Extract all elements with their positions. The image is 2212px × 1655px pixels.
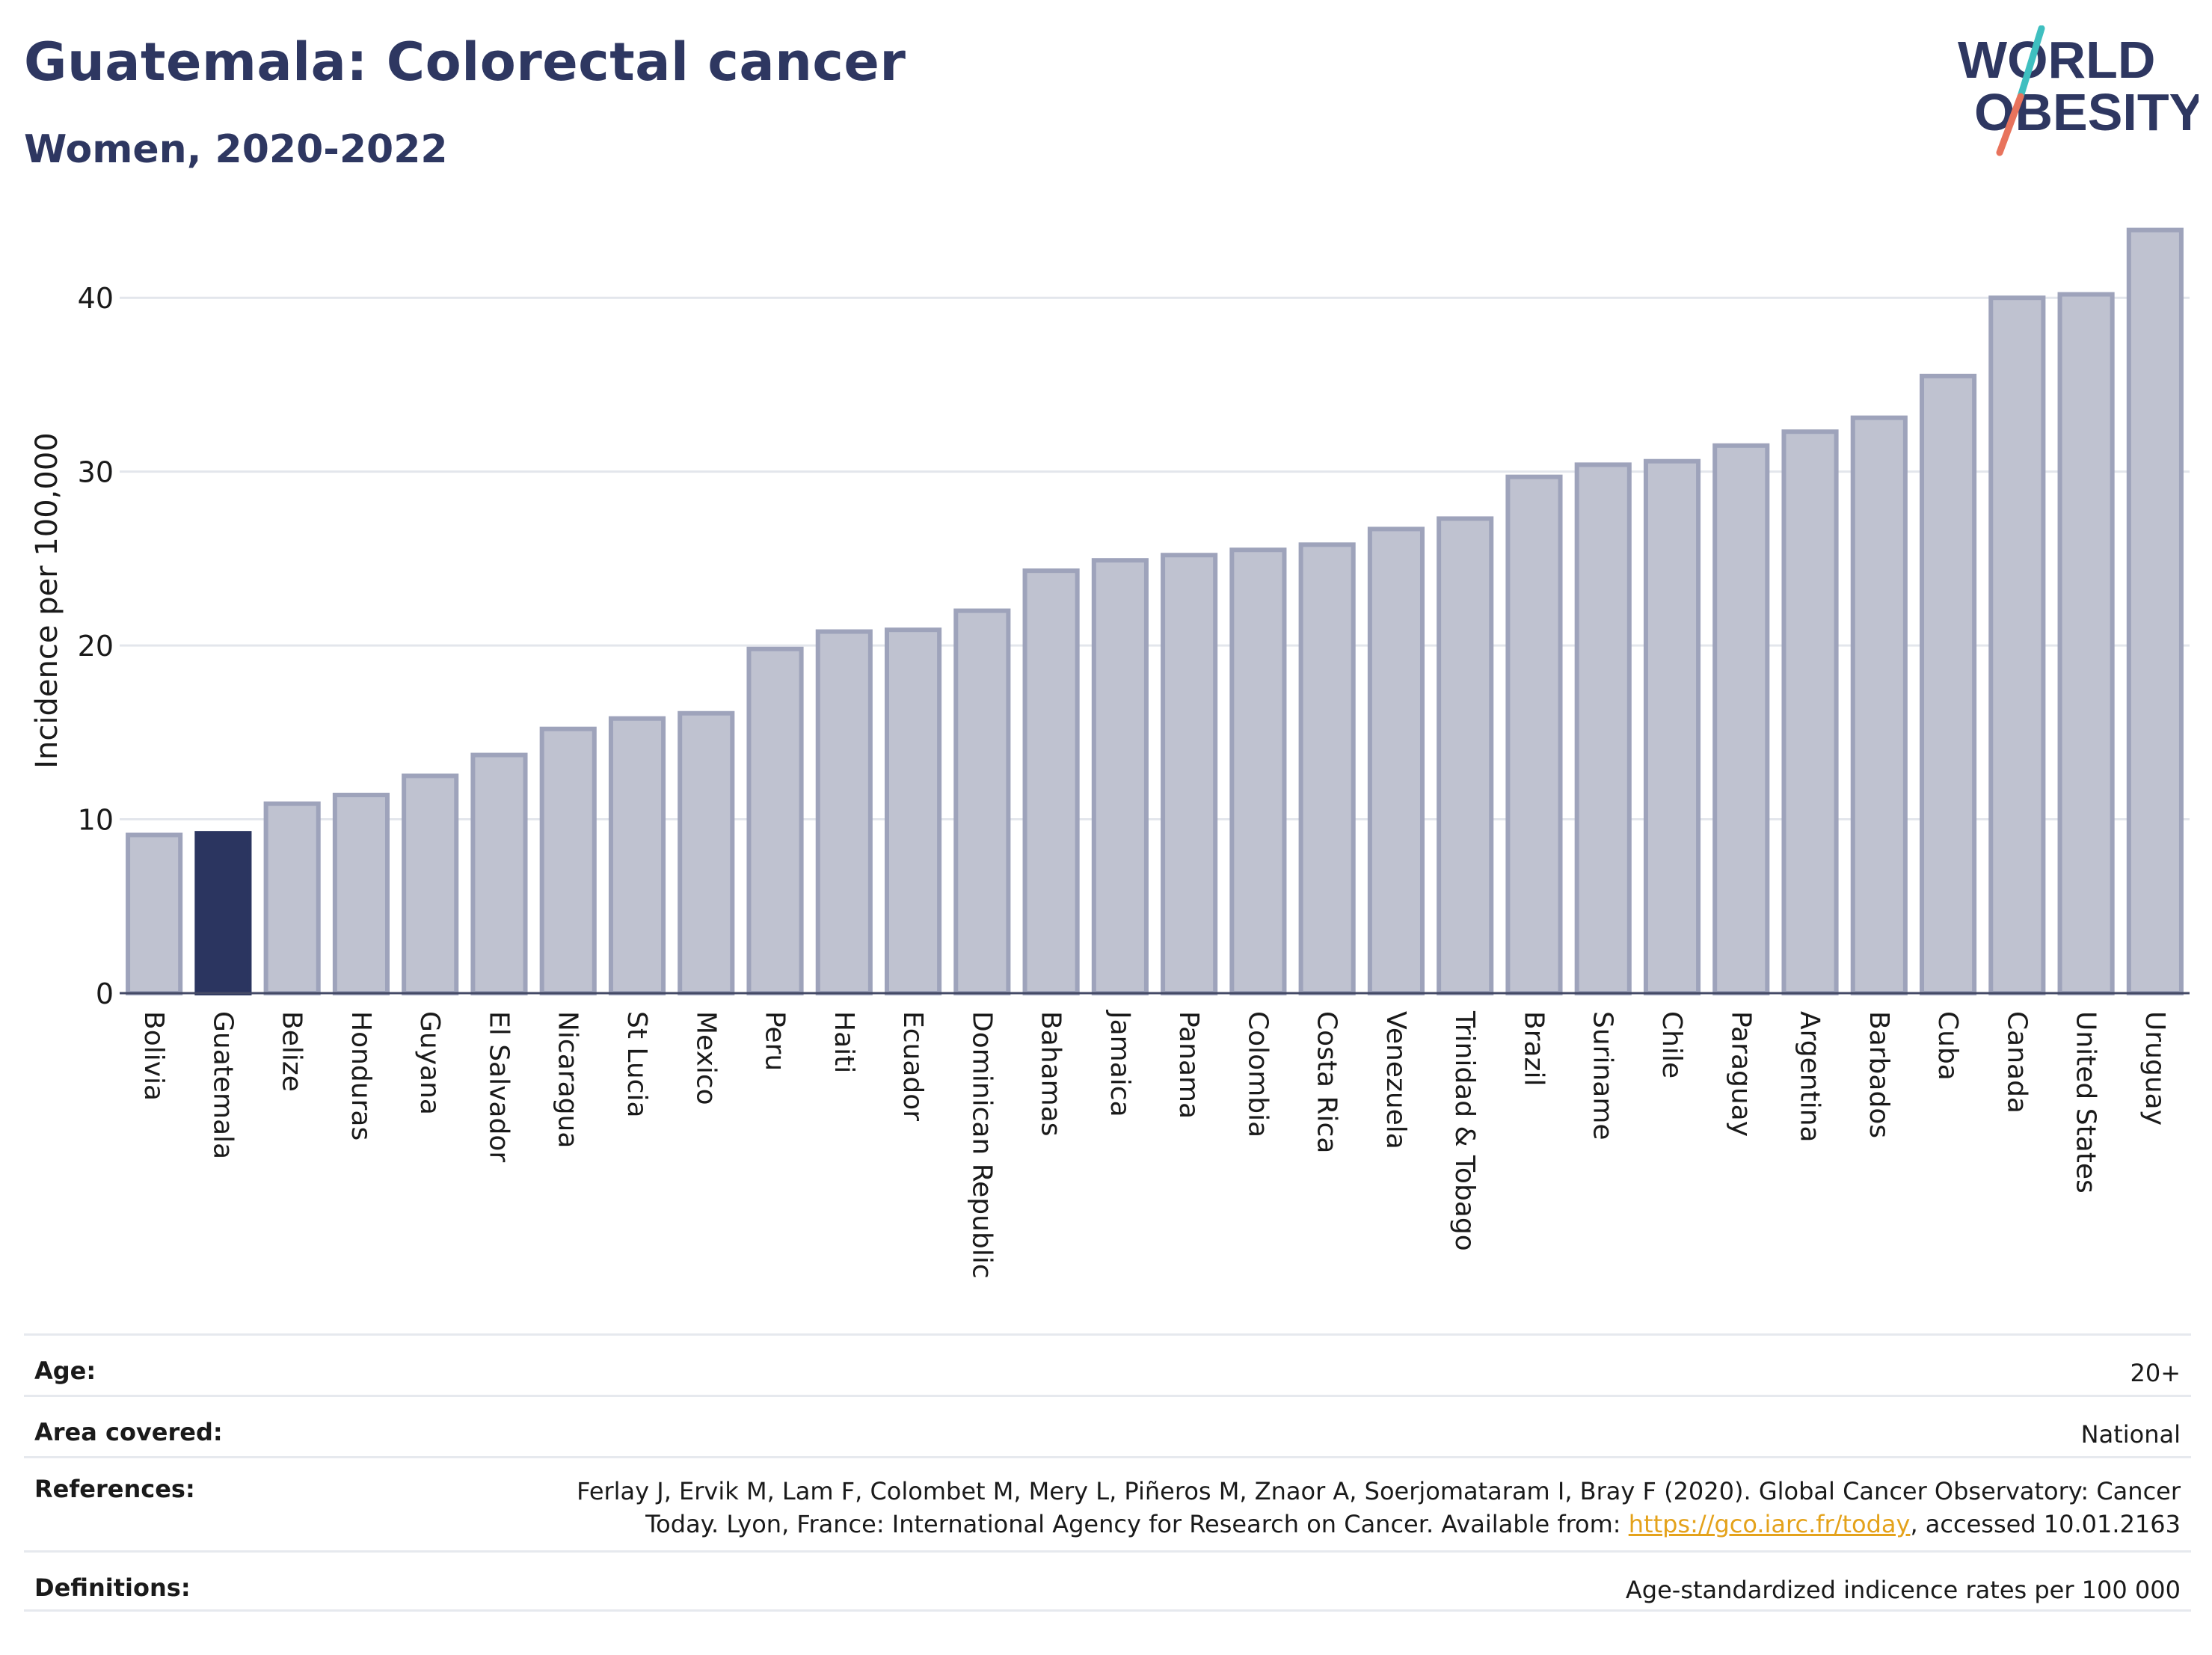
references-link[interactable]: https://gco.iarc.fr/today bbox=[1628, 1510, 1911, 1538]
x-tick-label: Haiti bbox=[829, 1011, 859, 1073]
bar-argentina bbox=[1781, 429, 1839, 995]
x-tick-label: Venezuela bbox=[1380, 1011, 1411, 1149]
bar-belize bbox=[263, 801, 321, 995]
x-tick-label: Colombia bbox=[1242, 1011, 1273, 1137]
y-tick-label: 0 bbox=[96, 977, 114, 1010]
x-tick-label: Brazil bbox=[1518, 1011, 1549, 1086]
bar-ecuador bbox=[885, 627, 942, 995]
bar-nicaragua bbox=[539, 726, 597, 995]
bar-brazil bbox=[1505, 474, 1563, 995]
x-tick-label: Canada bbox=[2001, 1011, 2032, 1114]
bars bbox=[126, 227, 2184, 996]
references-label: References: bbox=[34, 1475, 195, 1503]
references-line1: Ferlay J, Ervik M, Lam F, Colombet M, Me… bbox=[577, 1477, 2181, 1505]
age-value: 20+ bbox=[2130, 1359, 2181, 1387]
bar-jamaica bbox=[1091, 558, 1149, 995]
x-tick-label: Chile bbox=[1656, 1011, 1687, 1078]
bar-st-lucia bbox=[608, 716, 666, 995]
bar-peru bbox=[746, 646, 804, 995]
bar-el-salvador bbox=[470, 752, 528, 995]
x-tick-label: Nicaragua bbox=[553, 1011, 583, 1148]
x-tick-label: Honduras bbox=[345, 1011, 376, 1140]
age-row: Age: 20+ bbox=[24, 1333, 2191, 1395]
y-tick-label: 40 bbox=[78, 282, 114, 315]
x-tick-label: El Salvador bbox=[483, 1011, 514, 1162]
world-obesity-logo: WORLD OBESITY bbox=[1958, 25, 2199, 156]
x-tick-label: Paraguay bbox=[1725, 1011, 1756, 1137]
bar-barbados bbox=[1850, 415, 1908, 995]
bar-guatemala bbox=[194, 831, 252, 996]
x-tick-label: United States bbox=[2071, 1011, 2101, 1194]
x-tick-label: Belize bbox=[277, 1011, 307, 1092]
definitions-row: Definitions: Age-standardized indicence … bbox=[24, 1550, 2191, 1612]
x-tick-label: St Lucia bbox=[621, 1011, 652, 1118]
references-line2-end: , accessed 10.01.2163 bbox=[1910, 1510, 2181, 1538]
definitions-label: Definitions: bbox=[34, 1573, 191, 1602]
area-row: Area covered: National bbox=[24, 1395, 2191, 1456]
bar-colombia bbox=[1229, 547, 1287, 995]
bar-chart: 0 10 20 30 40 Bolivia Guatemala Belize Honduras… bbox=[30, 227, 2190, 1279]
x-tick-label: Guyana bbox=[414, 1011, 445, 1115]
y-tick-label: 20 bbox=[78, 630, 114, 663]
x-tick-label: Costa Rica bbox=[1312, 1011, 1342, 1153]
references-value: Ferlay J, Ervik M, Lam F, Colombet M, Me… bbox=[577, 1475, 2181, 1541]
bar-suriname bbox=[1574, 462, 1632, 995]
x-tick-label: Barbados bbox=[1864, 1011, 1894, 1138]
bar-cuba bbox=[1920, 373, 1977, 996]
y-tick-label: 10 bbox=[78, 804, 114, 837]
bar-guyana bbox=[402, 773, 459, 995]
definitions-value: Age-standardized indicence rates per 100… bbox=[1625, 1576, 2181, 1604]
area-value: National bbox=[2080, 1420, 2181, 1449]
x-tick-label: Peru bbox=[760, 1011, 790, 1071]
bar-paraguay bbox=[1712, 443, 1770, 995]
metadata-table: Age: 20+ Area covered: National Referenc… bbox=[24, 1333, 2191, 1612]
x-tick-label: Argentina bbox=[1795, 1011, 1825, 1143]
area-label: Area covered: bbox=[34, 1418, 223, 1446]
references-row: References: Ferlay J, Ervik M, Lam F, Co… bbox=[24, 1456, 2191, 1550]
chart-title: Guatemala: Colorectal cancer bbox=[24, 31, 906, 93]
bar-costa-rica bbox=[1298, 542, 1356, 995]
x-tick-label: Bolivia bbox=[138, 1011, 169, 1101]
bar-bolivia bbox=[126, 832, 183, 996]
chart-subtitle: Women, 2020-2022 bbox=[24, 127, 448, 172]
bar-mexico bbox=[678, 710, 735, 996]
age-label: Age: bbox=[34, 1357, 96, 1385]
x-tick-label: Dominican Republic bbox=[966, 1011, 997, 1279]
bar-canada bbox=[1988, 295, 2046, 995]
x-tick-label: Ecuador bbox=[897, 1011, 928, 1121]
x-tick-label: Panama bbox=[1173, 1011, 1204, 1119]
bar-chile bbox=[1643, 458, 1701, 995]
x-tick-label: Bahamas bbox=[1036, 1011, 1066, 1137]
x-tick-labels: Bolivia Guatemala Belize Honduras Guyana El S… bbox=[138, 1010, 2170, 1279]
bar-bahamas bbox=[1022, 568, 1080, 995]
bar-venezuela bbox=[1367, 526, 1425, 995]
logo-line1: WORLD bbox=[1958, 31, 2155, 89]
references-line2: Today. Lyon, France: International Agenc… bbox=[645, 1510, 1629, 1538]
bar-united-states bbox=[2057, 292, 2115, 996]
gridlines bbox=[120, 296, 2190, 821]
logo-slash-coral bbox=[1996, 93, 2024, 156]
bar-uruguay bbox=[2126, 227, 2184, 995]
x-tick-label: Trinidad & Tobago bbox=[1449, 1010, 1480, 1251]
bar-honduras bbox=[332, 793, 390, 995]
x-tick-label: Guatemala bbox=[207, 1011, 238, 1159]
y-tick-labels: 0 10 20 30 40 bbox=[78, 282, 114, 1010]
y-tick-label: 30 bbox=[78, 456, 114, 489]
y-axis-label: Incidence per 100,000 bbox=[30, 432, 64, 769]
x-tick-label: Uruguay bbox=[2139, 1011, 2170, 1126]
bar-dominican-republic bbox=[953, 608, 1011, 995]
x-tick-label: Mexico bbox=[690, 1011, 721, 1105]
logo-slash-teal bbox=[2017, 25, 2045, 100]
x-tick-label: Jamaica bbox=[1105, 1010, 1135, 1117]
bar-trinidad-tobago bbox=[1437, 516, 1494, 995]
x-tick-label: Cuba bbox=[1932, 1011, 1963, 1081]
bar-haiti bbox=[815, 629, 873, 995]
x-tick-label: Suriname bbox=[1588, 1011, 1618, 1140]
bar-panama bbox=[1161, 553, 1218, 995]
